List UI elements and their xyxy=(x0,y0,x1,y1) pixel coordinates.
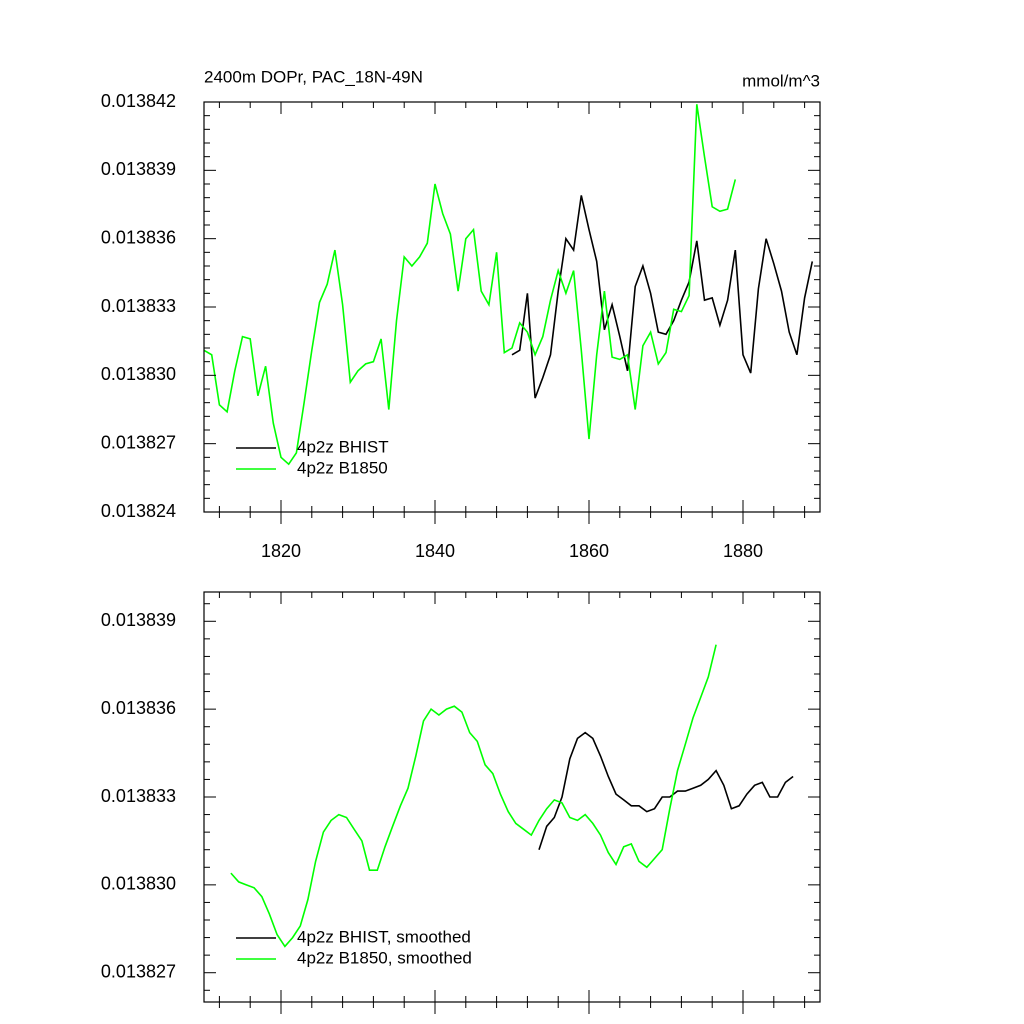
x-tick-label: 1880 xyxy=(723,541,763,561)
data-line xyxy=(511,195,814,399)
y-tick-label: 0.013833 xyxy=(101,786,176,806)
y-tick-label: 0.013836 xyxy=(101,227,176,247)
y-tick-label: 0.013836 xyxy=(101,698,176,718)
x-tick-label: 1820 xyxy=(261,541,301,561)
legend-label: 4p2z B1850, smoothed xyxy=(297,948,472,967)
y-tick-label: 0.013824 xyxy=(101,501,176,521)
y-tick-label: 0.013830 xyxy=(101,364,176,384)
legend-label: 4p2z B1850 xyxy=(297,458,388,477)
y-tick-label: 0.013842 xyxy=(101,91,176,111)
y-tick-label: 0.013839 xyxy=(101,610,176,630)
y-tick-label: 0.013839 xyxy=(101,159,176,179)
y-tick-label: 0.013830 xyxy=(101,874,176,894)
units-label: mmol/m^3 xyxy=(742,71,820,90)
data-line xyxy=(203,104,737,466)
data-line xyxy=(538,731,794,850)
x-tick-label: 1840 xyxy=(415,541,455,561)
legend-label: 4p2z BHIST xyxy=(297,437,389,456)
y-tick-label: 0.013827 xyxy=(101,961,176,981)
y-tick-label: 0.013833 xyxy=(101,296,176,316)
x-tick-label: 1860 xyxy=(569,541,609,561)
data-line xyxy=(230,644,717,948)
chart-title: 2400m DOPr, PAC_18N-49N xyxy=(204,67,423,86)
legend-label: 4p2z BHIST, smoothed xyxy=(297,927,471,946)
y-tick-label: 0.013827 xyxy=(101,432,176,452)
